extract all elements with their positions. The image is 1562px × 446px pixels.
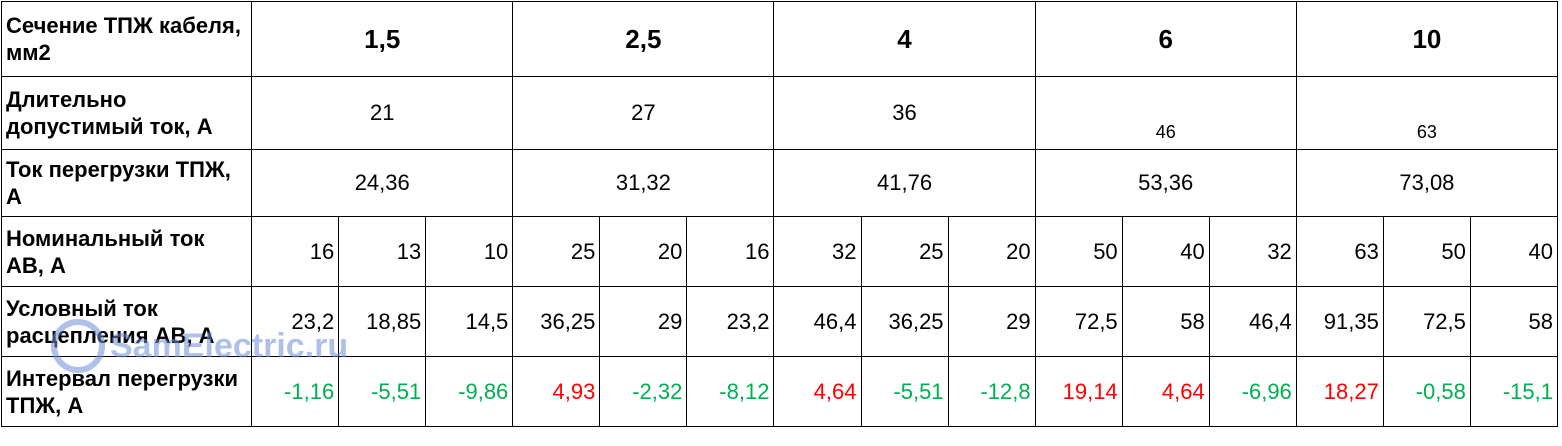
cell: 25 [512, 216, 601, 287]
cell: -5,51 [338, 356, 427, 427]
cell: -15,1 [1469, 356, 1559, 427]
cell: 46 [1034, 76, 1297, 150]
cell: 50 [1382, 216, 1471, 287]
cell: 13 [338, 216, 427, 287]
cell: 29 [947, 286, 1036, 357]
section-header: 10 [1295, 1, 1559, 77]
section-header: 2,5 [512, 1, 775, 77]
cell: 53,36 [1034, 149, 1297, 217]
cell: 16 [686, 216, 775, 287]
cell: 27 [512, 76, 775, 150]
cell: 36,25 [860, 286, 949, 357]
section-header: 1,5 [251, 1, 514, 77]
cell: -1,16 [251, 356, 340, 427]
cell: 36 [773, 76, 1036, 150]
cell: 91,35 [1295, 286, 1384, 357]
row-label: Сечение ТПЖ кабеля, мм2 [0, 1, 253, 77]
section-header: 4 [773, 1, 1036, 77]
cell: 20 [599, 216, 688, 287]
header-row: Сечение ТПЖ кабеля, мм2 1,5 2,5 4 6 10 [0, 1, 1559, 77]
cell: 18,27 [1295, 356, 1384, 427]
cell: 50 [1034, 216, 1123, 287]
cell: 31,32 [512, 149, 775, 217]
cell: 32 [1208, 216, 1297, 287]
cell: 58 [1121, 286, 1210, 357]
cell: -9,86 [425, 356, 514, 427]
cell: -0,58 [1382, 356, 1471, 427]
cell: 10 [425, 216, 514, 287]
cell: 4,64 [773, 356, 862, 427]
table-row: Номинальный ток АВ, А 16 13 10 25 20 16 32 25 20 5… [0, 216, 1559, 287]
cell: -5,51 [860, 356, 949, 427]
cell: 40 [1469, 216, 1559, 287]
row-label: Номинальный ток АВ, А [0, 216, 253, 287]
row-label: Ток перегрузки ТПЖ, А [0, 149, 253, 217]
cell: 32 [773, 216, 862, 287]
cell: 63 [1295, 216, 1384, 287]
cell: 46,4 [1208, 286, 1297, 357]
cell: 29 [599, 286, 688, 357]
cell: 25 [860, 216, 949, 287]
table-row: Длительно допустимый ток, А 21 27 36 46 63 [0, 76, 1559, 150]
cell: 19,14 [1034, 356, 1123, 427]
cell: 16 [251, 216, 340, 287]
cell: 46,4 [773, 286, 862, 357]
cell: 73,08 [1295, 149, 1559, 217]
cell: 40 [1121, 216, 1210, 287]
cell: 72,5 [1034, 286, 1123, 357]
cell: 4,93 [512, 356, 601, 427]
cell: -8,12 [686, 356, 775, 427]
data-table: Сечение ТПЖ кабеля, мм2 1,5 2,5 4 6 10 Длитель… [0, 1, 1559, 427]
cell: -2,32 [599, 356, 688, 427]
cell: 24,36 [251, 149, 514, 217]
cell: 21 [251, 76, 514, 150]
cell: 63 [1295, 76, 1559, 150]
row-label: Длительно допустимый ток, А [0, 76, 253, 150]
cell: 4,64 [1121, 356, 1210, 427]
cell: 14,5 [425, 286, 514, 357]
table-row: Условный ток расцепления АВ, А 23,2 18,85 1… [0, 286, 1559, 357]
section-header: 6 [1034, 1, 1297, 77]
cell: 18,85 [338, 286, 427, 357]
cell: -6,96 [1208, 356, 1297, 427]
cell: 72,5 [1382, 286, 1471, 357]
cell: 23,2 [686, 286, 775, 357]
cell: 58 [1469, 286, 1559, 357]
table-row: Ток перегрузки ТПЖ, А 24,36 31,32 41,76 53,3… [0, 149, 1559, 217]
cell: 20 [947, 216, 1036, 287]
table-row: Интервал перегрузки ТПЖ, А -1,16 -5,51 -9,8… [0, 356, 1559, 427]
cell: 36,25 [512, 286, 601, 357]
row-label: Условный ток расцепления АВ, А [0, 286, 253, 357]
cell: 23,2 [251, 286, 340, 357]
cell: -12,8 [947, 356, 1036, 427]
row-label: Интервал перегрузки ТПЖ, А [0, 356, 253, 427]
cell: 41,76 [773, 149, 1036, 217]
